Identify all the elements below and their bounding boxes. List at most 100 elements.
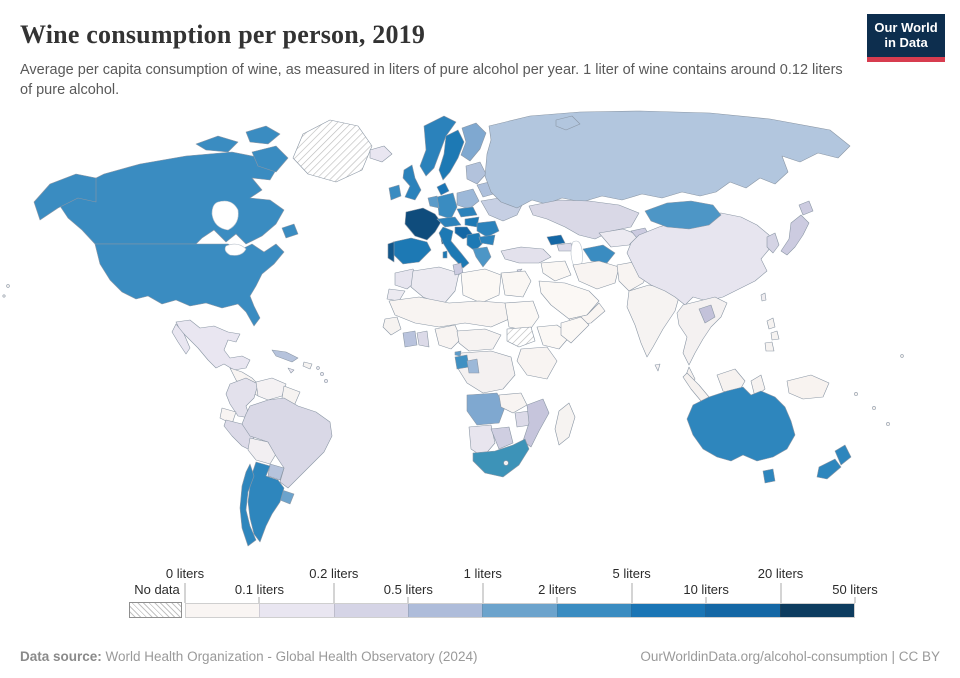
region-se-asia[interactable] <box>676 296 728 366</box>
country-poland[interactable] <box>456 188 480 210</box>
owid-logo[interactable]: Our World in Data <box>867 14 945 62</box>
caribbean-island-3[interactable] <box>316 366 320 370</box>
country-turkmenistan[interactable] <box>582 244 616 264</box>
legend-bin-0-0.1[interactable] <box>186 604 260 617</box>
country-sudan[interactable] <box>504 300 540 332</box>
country-cuba[interactable] <box>271 349 299 363</box>
country-sri-lanka[interactable] <box>654 363 661 372</box>
country-south-africa[interactable] <box>472 438 530 478</box>
country-ghana[interactable] <box>416 330 430 348</box>
country-russia[interactable] <box>484 110 851 209</box>
country-iceland[interactable] <box>369 145 393 163</box>
country-mexico[interactable] <box>175 319 251 371</box>
country-namibia[interactable] <box>468 424 496 458</box>
legend-bin-5-10[interactable] <box>630 604 706 617</box>
country-philippines-2[interactable] <box>770 330 780 341</box>
country-iran[interactable] <box>572 260 620 290</box>
pacific-island-4[interactable] <box>900 354 904 358</box>
legend-bin-1-2[interactable] <box>482 604 557 617</box>
country-finland[interactable] <box>460 122 487 162</box>
country-sweden[interactable] <box>438 129 465 181</box>
legend-bin-0.2-0.5[interactable] <box>333 604 408 617</box>
country-chile[interactable] <box>239 463 257 547</box>
country-greenland[interactable] <box>292 119 373 183</box>
pacific-island-1[interactable] <box>854 392 858 396</box>
country-georgia[interactable] <box>546 234 566 246</box>
footer-link[interactable]: OurWorldinData.org/alcohol-consumption |… <box>640 649 940 664</box>
country-taiwan[interactable] <box>760 292 767 302</box>
country-brazil[interactable] <box>241 397 333 489</box>
country-nigeria[interactable] <box>434 324 462 350</box>
country-botswana[interactable] <box>490 426 514 450</box>
pacific-island-6[interactable] <box>2 294 6 298</box>
country-egypt[interactable] <box>500 270 532 298</box>
country-bulgaria[interactable] <box>478 234 496 246</box>
country-alaska[interactable] <box>33 173 97 221</box>
country-mongolia[interactable] <box>644 200 722 230</box>
country-madagascar[interactable] <box>554 402 576 446</box>
country-philippines-3[interactable] <box>764 341 775 352</box>
country-venezuela[interactable] <box>255 377 287 401</box>
country-angola[interactable] <box>466 392 506 426</box>
country-canada-arctic-1[interactable] <box>195 135 239 153</box>
caribbean-island-1[interactable] <box>320 372 324 376</box>
country-new-zealand-south[interactable] <box>816 458 842 480</box>
country-ireland[interactable] <box>388 184 402 201</box>
country-korea[interactable] <box>766 232 780 254</box>
country-spain[interactable] <box>392 237 432 265</box>
region-west-africa[interactable] <box>382 316 402 336</box>
country-canada-arctic-2[interactable] <box>245 125 281 145</box>
legend-no-data-swatch[interactable] <box>129 602 182 618</box>
country-portugal[interactable] <box>387 241 395 263</box>
country-romania[interactable] <box>476 220 500 238</box>
region-baltics[interactable] <box>465 161 487 185</box>
legend-bin-2-5[interactable] <box>556 604 631 617</box>
pacific-island-5[interactable] <box>6 284 10 288</box>
country-new-zealand-north[interactable] <box>834 444 852 466</box>
country-japan-honshu[interactable] <box>780 214 810 256</box>
country-usa[interactable] <box>94 243 285 327</box>
country-somalia[interactable] <box>560 316 590 344</box>
region-czech-slovakia[interactable] <box>456 206 478 218</box>
country-canada-newfoundland[interactable] <box>281 223 299 239</box>
country-turkey[interactable] <box>500 246 552 264</box>
country-canada-baffin[interactable] <box>251 145 289 173</box>
country-philippines-1[interactable] <box>766 317 776 330</box>
country-japan-hokkaido[interactable] <box>798 200 814 216</box>
legend-bin-0.1-0.2[interactable] <box>259 604 334 617</box>
region-armenia-azerbaijan[interactable] <box>556 242 574 252</box>
country-germany[interactable] <box>436 192 458 220</box>
country-argentina[interactable] <box>247 461 285 543</box>
country-new-guinea[interactable] <box>786 374 830 400</box>
pacific-island-3[interactable] <box>886 422 890 426</box>
pacific-island-2[interactable] <box>872 406 876 410</box>
country-australia[interactable] <box>686 386 796 462</box>
country-norway[interactable] <box>419 115 457 177</box>
country-cote-divoire[interactable] <box>402 330 418 348</box>
country-indonesia-sumatra[interactable] <box>682 372 710 402</box>
country-paraguay[interactable] <box>267 463 285 481</box>
country-libya[interactable] <box>460 268 502 304</box>
region-switzerland-austria[interactable] <box>436 216 462 228</box>
region-east-africa[interactable] <box>516 346 558 380</box>
country-tasmania[interactable] <box>762 468 776 484</box>
region-sahel[interactable] <box>388 296 510 328</box>
country-equatorial-guinea[interactable] <box>454 350 462 357</box>
region-benelux[interactable] <box>427 195 440 209</box>
country-congo[interactable] <box>466 358 480 374</box>
country-france[interactable] <box>404 207 442 241</box>
country-laos[interactable] <box>698 304 716 324</box>
region-cameroon-car[interactable] <box>456 328 502 352</box>
legend-bin-10-20[interactable] <box>705 604 780 617</box>
country-south-sudan[interactable] <box>506 326 536 348</box>
legend-no-data[interactable]: No data <box>129 566 185 618</box>
country-india[interactable] <box>626 284 680 358</box>
country-mexico-baja[interactable] <box>171 323 191 355</box>
country-uk[interactable] <box>402 164 422 201</box>
region-iraq-syria[interactable] <box>540 260 572 282</box>
country-jamaica[interactable] <box>287 367 295 374</box>
caribbean-island-2[interactable] <box>324 379 328 383</box>
country-zambia[interactable] <box>498 392 528 414</box>
country-hispaniola[interactable] <box>302 361 313 370</box>
country-novaya-zemlya[interactable] <box>555 115 581 131</box>
